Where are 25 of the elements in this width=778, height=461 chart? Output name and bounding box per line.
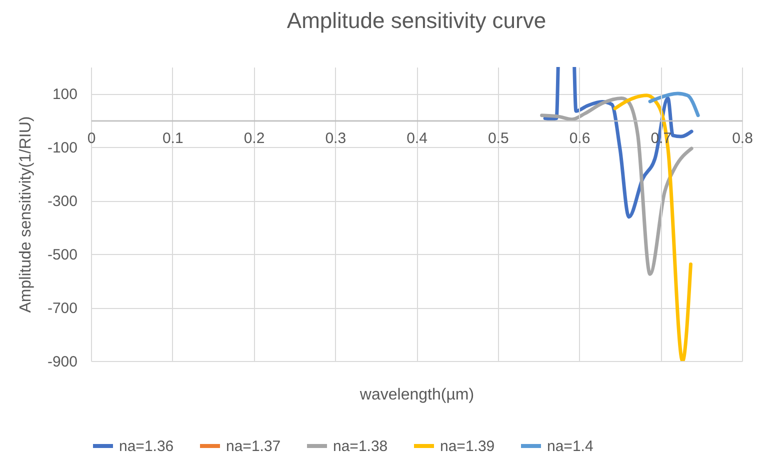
x-tick-label: 0 (87, 130, 96, 147)
x-tick-label: 0.8 (732, 130, 753, 147)
x-axis-title: wavelength(µm) (358, 386, 474, 404)
x-tick-label: 0.4 (406, 130, 428, 147)
chart-title: Amplitude sensitivity curve (286, 8, 546, 33)
x-tick-label: 0.5 (488, 130, 509, 147)
legend-label: na=1.38 (333, 438, 388, 455)
legend-label: na=1.39 (440, 438, 495, 455)
line-series (540, 96, 694, 276)
y-tick-label: -100 (47, 140, 78, 157)
y-tick-label: 100 (52, 86, 78, 104)
y-tick-label: -300 (47, 193, 78, 210)
legend-label: na=1.4 (547, 438, 594, 455)
y-tick-label: -900 (47, 354, 78, 370)
legend-label: na=1.36 (119, 438, 174, 455)
x-tick-label: 0.3 (325, 130, 346, 147)
x-tick-label: 0.1 (162, 130, 184, 147)
x-tick-label: 0.6 (569, 130, 590, 147)
x-tick-label: 0.2 (244, 130, 265, 147)
line-series (648, 92, 700, 118)
y-axis-title: Amplitude sensitivity(1/RIU) (17, 116, 34, 313)
y-tick-label: -700 (47, 300, 78, 318)
legend-label: na=1.37 (226, 438, 281, 455)
y-tick-label: -500 (47, 246, 78, 264)
line-series (613, 94, 692, 361)
